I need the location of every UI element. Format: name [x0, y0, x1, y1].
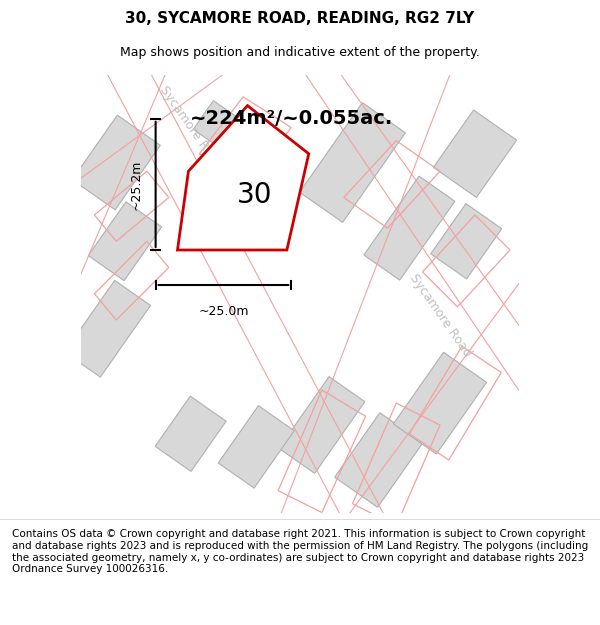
- Text: Map shows position and indicative extent of the property.: Map shows position and indicative extent…: [120, 46, 480, 59]
- Polygon shape: [299, 102, 406, 222]
- Polygon shape: [364, 176, 455, 280]
- Text: Sycamore Road: Sycamore Road: [407, 272, 473, 359]
- Polygon shape: [193, 101, 249, 154]
- Polygon shape: [279, 377, 365, 473]
- Polygon shape: [72, 115, 160, 210]
- Polygon shape: [88, 202, 162, 281]
- Polygon shape: [178, 106, 309, 250]
- Text: ~224m²/~0.055ac.: ~224m²/~0.055ac.: [190, 109, 393, 128]
- Text: Sycamore Road: Sycamore Road: [157, 84, 224, 171]
- Polygon shape: [433, 110, 517, 198]
- Polygon shape: [394, 352, 487, 454]
- Polygon shape: [335, 412, 423, 508]
- Text: 30, SYCAMORE ROAD, READING, RG2 7LY: 30, SYCAMORE ROAD, READING, RG2 7LY: [125, 11, 475, 26]
- Text: ~25.2m: ~25.2m: [130, 159, 143, 209]
- Polygon shape: [64, 281, 151, 377]
- Text: Contains OS data © Crown copyright and database right 2021. This information is : Contains OS data © Crown copyright and d…: [12, 529, 588, 574]
- Text: ~25.0m: ~25.0m: [198, 305, 248, 318]
- Text: 30: 30: [237, 181, 272, 209]
- Polygon shape: [218, 406, 294, 488]
- Polygon shape: [155, 396, 226, 471]
- Polygon shape: [431, 204, 502, 279]
